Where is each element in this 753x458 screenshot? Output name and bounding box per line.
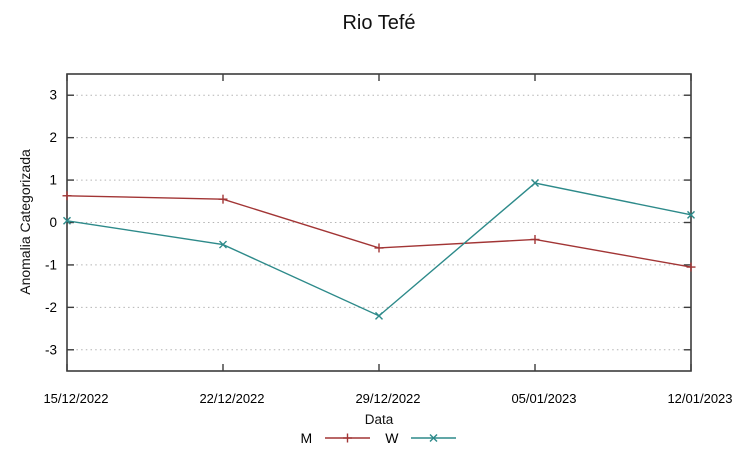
y-tick-label: 1: [49, 173, 57, 188]
x-axis-title: Data: [364, 412, 394, 427]
x-tick-label: 05/01/2023: [511, 391, 576, 406]
cross-marker: [429, 434, 438, 442]
cross-marker: [531, 179, 539, 188]
cross-marker: [687, 210, 695, 219]
cross-marker: [219, 240, 227, 249]
y-tick-label: 3: [49, 88, 57, 103]
x-tick-label: 22/12/2022: [199, 391, 264, 406]
legend-sample-W: [411, 434, 457, 442]
y-tick-label: -3: [45, 342, 57, 357]
legend-label-M: M: [300, 430, 313, 446]
cross-marker: [63, 216, 71, 225]
y-axis-title: Anomalia Categorizada: [17, 149, 33, 295]
y-tick-label: -1: [45, 257, 57, 272]
cross-marker: [375, 311, 383, 320]
x-tick-label: 12/01/2023: [667, 391, 732, 406]
chart-title: Rio Tefé: [342, 12, 416, 34]
y-tick-label: 2: [49, 130, 57, 145]
plot-border: [66, 73, 692, 372]
x-tick-label: 29/12/2022: [355, 391, 420, 406]
legend-sample-M: [325, 433, 371, 443]
legend-item-W: W: [385, 430, 457, 446]
y-tick-label: 0: [49, 215, 57, 230]
legend-label-W: W: [385, 430, 399, 446]
y-tick-label: -2: [45, 300, 57, 315]
legend-item-M: M: [301, 430, 372, 446]
series-line-M: [66, 195, 692, 268]
x-tick-label: 15/12/2022: [43, 391, 108, 406]
